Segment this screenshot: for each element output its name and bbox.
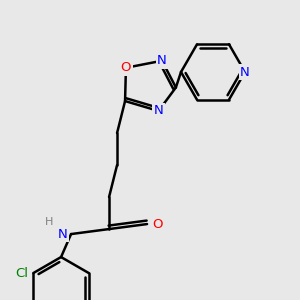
Text: N: N	[58, 228, 68, 241]
Text: N: N	[157, 54, 167, 67]
Text: H: H	[45, 217, 53, 227]
Text: N: N	[240, 65, 250, 79]
Text: O: O	[121, 61, 131, 74]
Text: N: N	[154, 104, 164, 118]
Text: O: O	[152, 218, 162, 231]
Text: Cl: Cl	[15, 267, 28, 280]
